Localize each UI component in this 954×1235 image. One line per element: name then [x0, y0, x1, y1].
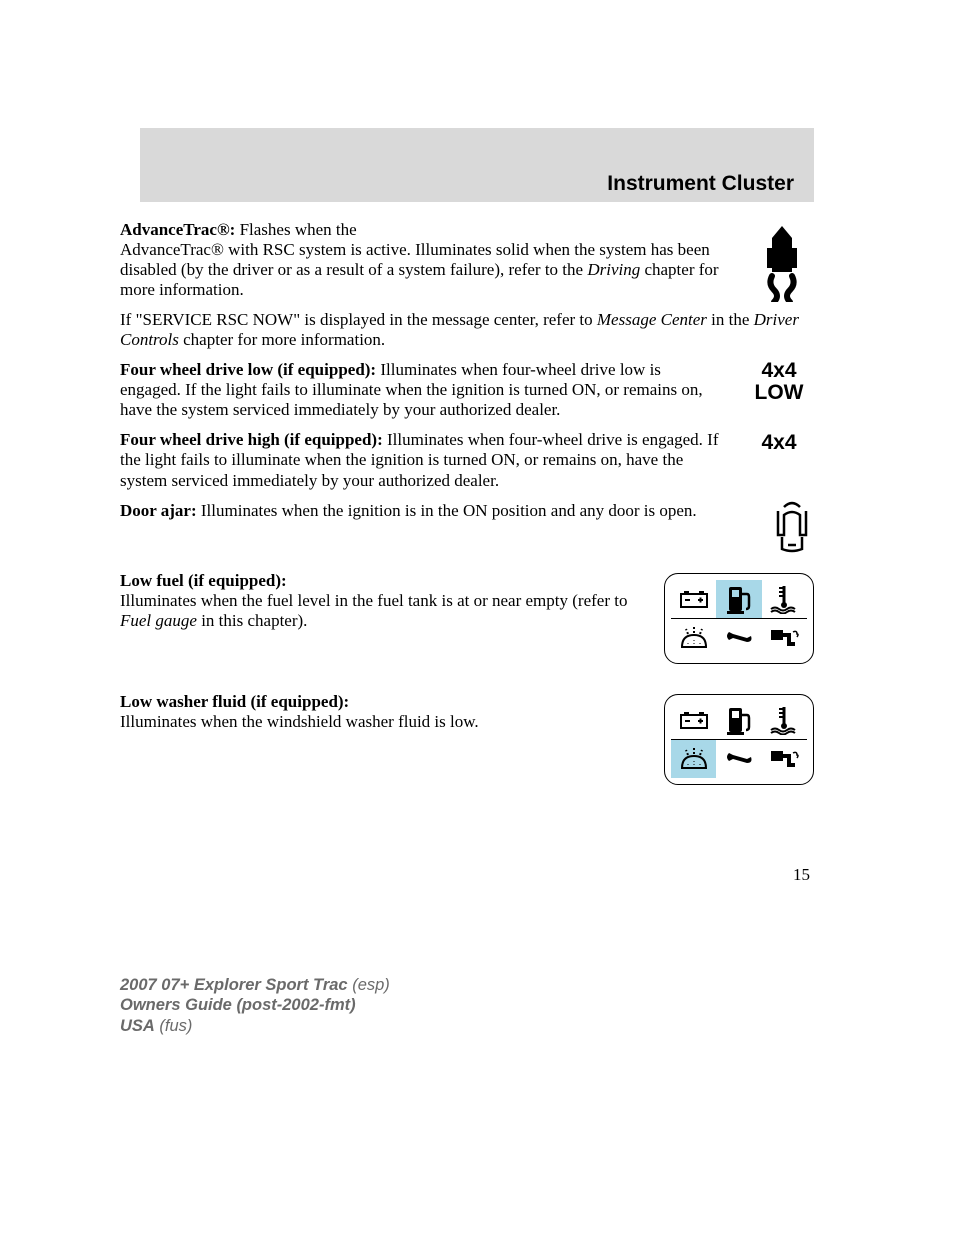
- chapter-title: Instrument Cluster: [607, 172, 794, 196]
- battery-icon: [671, 580, 716, 618]
- srsc-end: chapter for more information.: [179, 330, 385, 349]
- low-fuel-label: Low fuel (if equipped):: [120, 571, 287, 590]
- warning-icon-panel-washer: [664, 694, 814, 785]
- low-washer-body: Illuminates when the windshield washer f…: [120, 712, 479, 731]
- low-fuel-b1: Illuminates when the fuel level in the f…: [120, 591, 627, 610]
- advancetrac-label: AdvanceTrac: [120, 220, 217, 239]
- document-page: Instrument Cluster AdvanceTrac®: Flashes…: [0, 0, 954, 1235]
- advancetrac-t2a: AdvanceTrac: [120, 240, 211, 259]
- door-ajar-label: Door ajar:: [120, 501, 197, 520]
- door-ajar-body: Illuminates when the ignition is in the …: [197, 501, 697, 520]
- section-low-washer: Low washer fluid (if equipped): Illumina…: [120, 692, 814, 795]
- section-advancetrac: AdvanceTrac®: Flashes when the AdvanceTr…: [120, 220, 814, 304]
- section-service-rsc: If "SERVICE RSC NOW" is displayed in the…: [120, 310, 814, 354]
- low-fuel-b2: in this chapter).: [197, 611, 307, 630]
- reg-mark-2: ®: [211, 240, 224, 259]
- reg-mark: ®: [217, 220, 230, 239]
- footer-l3a: USA: [120, 1017, 155, 1035]
- 4x4-high-indicator: 4x4: [744, 430, 814, 454]
- 4x4-high-l1: 4x4: [744, 432, 814, 454]
- wrench-icon: [716, 619, 761, 657]
- section-4wd-high: 4x4 Four wheel drive high (if equipped):…: [120, 430, 814, 494]
- srsc-in: in the: [707, 310, 754, 329]
- wrench-icon: [716, 740, 761, 778]
- footer: 2007 07+ Explorer Sport Trac (esp) Owner…: [120, 975, 814, 1037]
- battery-icon: [671, 701, 716, 739]
- footer-l1a: 2007 07+ Explorer Sport Trac: [120, 976, 348, 994]
- 4x4-low-l1: 4x4: [744, 360, 814, 382]
- fuel-pump-icon: [716, 580, 761, 618]
- chapter-header-band: Instrument Cluster: [140, 128, 814, 202]
- door-ajar-icon: [770, 501, 814, 553]
- low-washer-label: Low washer fluid (if equipped):: [120, 692, 349, 711]
- section-low-fuel: Low fuel (if equipped): Illuminates when…: [120, 571, 814, 674]
- exhaust-icon: [762, 740, 807, 778]
- fuel-pump-icon: [716, 701, 761, 739]
- coolant-temp-icon: [762, 580, 807, 618]
- section-door-ajar: Door ajar: Illuminates when the ignition…: [120, 501, 814, 553]
- page-number: 15: [120, 865, 814, 885]
- srsc-1: If "SERVICE RSC NOW" is displayed in the…: [120, 310, 597, 329]
- coolant-temp-icon: [762, 701, 807, 739]
- advancetrac-icon: [750, 220, 814, 302]
- warning-icon-panel-fuel: [664, 573, 814, 664]
- driving-ref: Driving: [587, 260, 640, 279]
- msg-center-ref: Message Center: [597, 310, 707, 329]
- exhaust-icon: [762, 619, 807, 657]
- washer-fluid-icon: [671, 619, 716, 657]
- 4wd-high-label: Four wheel drive high (if equipped):: [120, 430, 383, 449]
- washer-fluid-icon: [671, 740, 716, 778]
- 4wd-low-label: Four wheel drive low (if equipped):: [120, 360, 376, 379]
- footer-l2: Owners Guide (post-2002-fmt): [120, 996, 356, 1014]
- 4x4-low-l2: LOW: [744, 382, 814, 404]
- footer-l3b: (fus): [155, 1017, 193, 1035]
- footer-l1b: (esp): [348, 976, 390, 994]
- advancetrac-t1: Flashes when the: [235, 220, 356, 239]
- advancetrac-t2b: with RSC system is: [224, 240, 362, 259]
- section-4wd-low: 4x4 LOW Four wheel drive low (if equippe…: [120, 360, 814, 424]
- 4x4-low-indicator: 4x4 LOW: [744, 360, 814, 404]
- fuel-gauge-ref: Fuel gauge: [120, 611, 197, 630]
